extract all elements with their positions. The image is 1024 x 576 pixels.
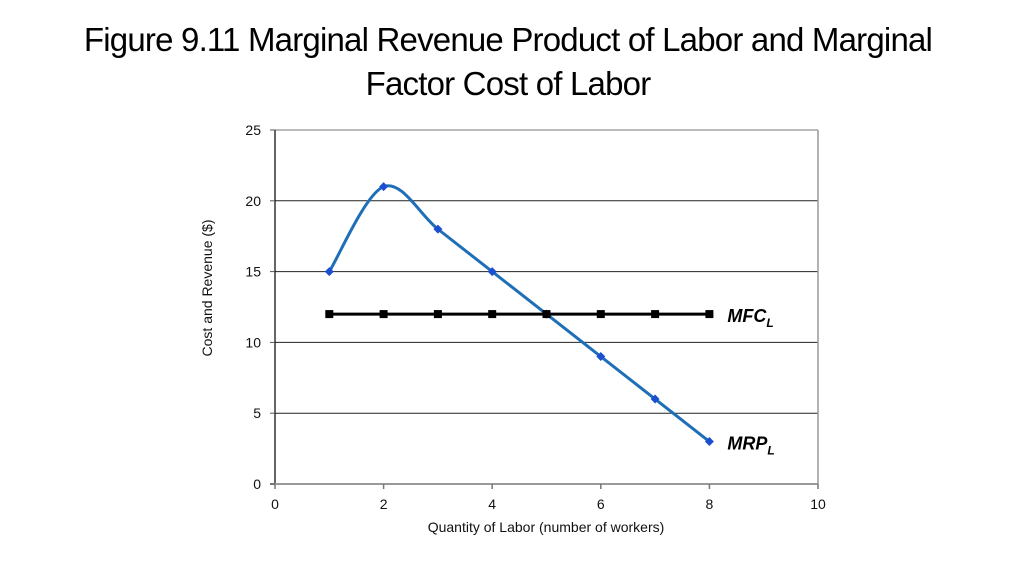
diamond-marker [650, 394, 660, 404]
x-tick-label: 2 [380, 496, 388, 512]
chart-title-line1: Figure 9.11 Marginal Revenue Product of … [83, 21, 933, 58]
diamond-marker [379, 182, 389, 192]
x-tick-label: 8 [706, 496, 714, 512]
diamond-marker [596, 352, 606, 362]
y-tick-label: 20 [245, 193, 261, 209]
y-axis-label: Cost and Revenue ($) [199, 220, 215, 357]
x-tick-label: 10 [810, 496, 826, 512]
y-tick-label: 25 [245, 122, 261, 138]
square-marker [596, 310, 605, 319]
square-marker [433, 310, 442, 319]
data-series [324, 182, 714, 447]
square-marker [705, 310, 714, 319]
square-marker [651, 310, 660, 319]
chart-title: Figure 9.11 Marginal Revenue Product of … [0, 18, 1016, 106]
square-marker [542, 310, 551, 319]
series-labels: MRPL MFCL [727, 306, 774, 457]
y-tick-label: 15 [245, 264, 261, 280]
diamond-marker [704, 437, 714, 447]
diamond-marker [487, 267, 497, 277]
gridlines [275, 129, 818, 414]
x-tick-label: 0 [271, 496, 279, 512]
chart-title-line2: Factor Cost of Labor [365, 65, 652, 102]
diamond-marker [324, 267, 334, 277]
square-marker [488, 310, 497, 319]
square-marker [379, 310, 388, 319]
y-tick-label: 10 [245, 334, 261, 350]
y-tick-label: 5 [253, 405, 261, 421]
x-tick-label: 4 [488, 496, 496, 512]
y-tick-label: 0 [253, 476, 261, 492]
series-mrp [324, 182, 714, 447]
diamond-marker [433, 224, 443, 234]
axes [270, 130, 819, 485]
x-axis-ticks: 0 2 4 6 8 10 [271, 484, 826, 512]
square-marker [325, 310, 334, 319]
x-tick-label: 6 [597, 496, 605, 512]
y-axis-ticks: 0 5 10 15 20 25 [245, 122, 275, 492]
x-axis-label: Quantity of Labor (number of workers) [428, 519, 665, 535]
series-mfc [325, 310, 714, 319]
series-label-mfc: MFCL [727, 306, 773, 330]
series-label-mrp: MRPL [727, 434, 774, 458]
